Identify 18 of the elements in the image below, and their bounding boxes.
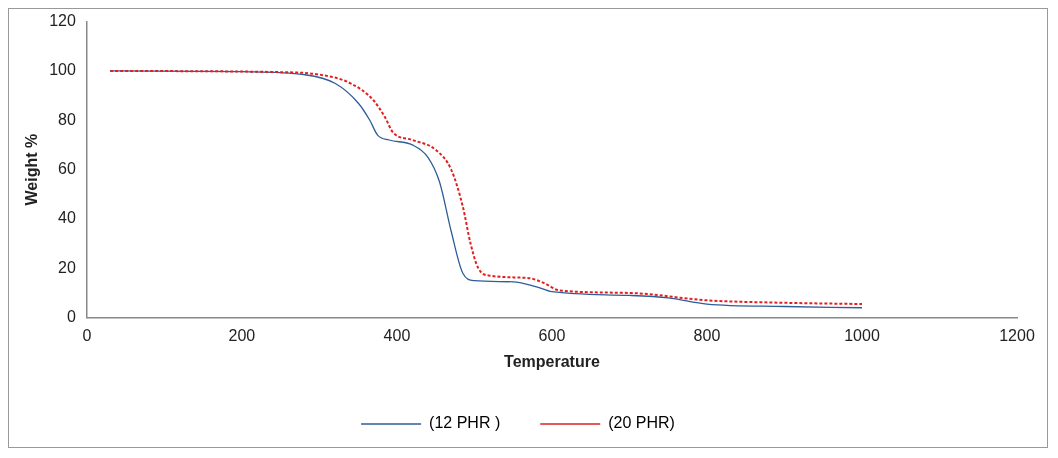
x-tick-label: 600 (538, 326, 566, 344)
y-tick-label: 100 (49, 61, 76, 79)
y-tick-label: 120 (49, 12, 76, 30)
x-tick-label: 400 (383, 326, 411, 344)
x-tick-label: 1000 (844, 326, 880, 344)
x-tick-label: 1200 (999, 326, 1035, 344)
x-tick-label: 0 (82, 326, 92, 344)
x-axis-title: Temperature (504, 352, 600, 370)
y-tick-label: 40 (58, 209, 76, 227)
legend-label: (20 PHR) (608, 414, 675, 432)
x-tick-label: 800 (693, 326, 721, 344)
x-tick-label: 200 (228, 326, 256, 344)
y-axis-title: Weight % (23, 133, 41, 206)
y-tick-label: 0 (66, 308, 76, 326)
legend-label: (12 PHR ) (429, 414, 501, 432)
y-tick-label: 20 (58, 258, 76, 276)
y-tick-label: 80 (58, 110, 76, 128)
y-tick-label: 60 (58, 160, 76, 178)
